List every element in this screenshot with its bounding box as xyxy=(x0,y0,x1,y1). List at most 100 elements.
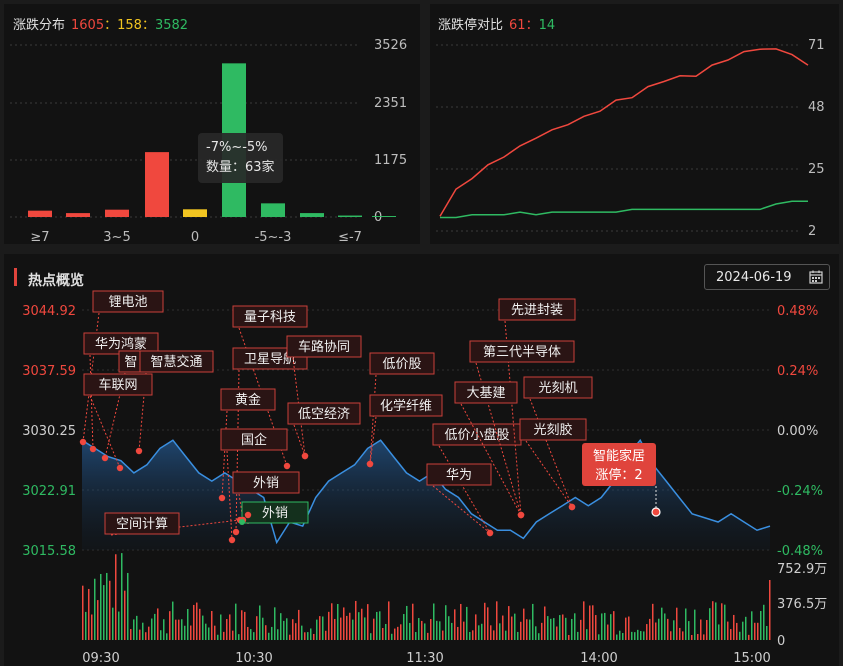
highlight-box xyxy=(582,443,656,486)
volume-bar xyxy=(598,634,600,640)
volume-bar xyxy=(538,633,540,640)
volume-bar xyxy=(526,619,528,640)
dist-ytick-label: 1175 xyxy=(374,153,407,168)
volume-bar xyxy=(307,632,309,640)
annotation-leader xyxy=(221,410,228,499)
volume-bar xyxy=(274,607,276,640)
volume-bar xyxy=(769,580,771,640)
volume-bar xyxy=(493,630,495,640)
volume-bar xyxy=(625,617,627,640)
volume-bar xyxy=(760,610,762,640)
volume-bar xyxy=(166,633,168,640)
volume-bar xyxy=(610,614,612,640)
volume-bar xyxy=(277,629,279,640)
volume-bar xyxy=(763,604,765,640)
date-picker[interactable]: 2024-06-19 xyxy=(704,264,830,290)
volume-bar xyxy=(742,621,744,640)
pct-tick-label: -0.24% xyxy=(777,484,823,499)
annotation-label: 智 xyxy=(124,355,137,370)
volume-bar xyxy=(562,614,564,640)
volume-bar xyxy=(295,623,297,640)
volume-bar xyxy=(292,619,294,640)
volume-bar xyxy=(97,600,99,640)
annotation-dot xyxy=(116,464,124,472)
annotation-box xyxy=(83,373,153,396)
hot-panel-title: 热点概览 xyxy=(28,273,84,289)
volume-bar xyxy=(655,622,657,640)
volume-bar xyxy=(550,618,552,640)
annotation-box xyxy=(220,428,288,451)
volume-bar xyxy=(103,585,105,640)
annotation-leader xyxy=(293,424,306,457)
annotation-box xyxy=(369,394,443,417)
volume-bar xyxy=(739,631,741,640)
volume-bar xyxy=(370,633,372,640)
dist-bar xyxy=(28,210,52,217)
ratio-series-line xyxy=(439,48,809,217)
volume-bar xyxy=(337,603,339,640)
volume-bar xyxy=(217,634,219,640)
volume-bar xyxy=(91,614,93,640)
volume-bar xyxy=(142,622,144,640)
volume-bar xyxy=(364,617,366,640)
annotation-dot xyxy=(218,494,226,502)
volume-tick-label: 376.5万 xyxy=(777,597,827,612)
volume-bar xyxy=(154,613,156,640)
volume-bar xyxy=(637,629,639,640)
volume-bar xyxy=(199,608,201,640)
volume-bar xyxy=(94,578,96,640)
volume-bar xyxy=(661,607,663,640)
volume-bar xyxy=(724,604,726,640)
ratio-ytick-label: 48 xyxy=(808,100,825,115)
volume-bar xyxy=(229,614,231,640)
volume-bar xyxy=(478,625,480,640)
volume-bar xyxy=(628,616,630,640)
dist-xtick-label: ≥7 xyxy=(30,230,49,244)
volume-bar xyxy=(382,627,384,640)
volume-bar xyxy=(484,602,486,640)
volume-bar xyxy=(523,608,525,640)
volume-bar xyxy=(520,621,522,640)
dist-bar xyxy=(300,213,324,217)
annotation-box xyxy=(220,388,276,411)
volume-bar xyxy=(169,611,171,640)
dist-ytick-label: 0 xyxy=(374,210,382,225)
volume-bar xyxy=(160,630,162,640)
volume-bar xyxy=(700,619,702,640)
annotation-leader xyxy=(235,369,240,533)
annotation-label: 低价小盘股 xyxy=(444,427,509,443)
volume-bar xyxy=(691,634,693,640)
pct-tick-label: 0.00% xyxy=(777,424,818,439)
volume-bar xyxy=(433,603,435,640)
volume-bar xyxy=(709,608,711,640)
volume-bar xyxy=(766,625,768,640)
volume-bar xyxy=(328,611,330,640)
volume-bar xyxy=(649,618,651,640)
dist-bar xyxy=(338,215,362,217)
volume-bar xyxy=(394,628,396,640)
dist-bar xyxy=(183,209,207,217)
volume-bar xyxy=(250,629,252,640)
volume-bar xyxy=(472,630,474,640)
price-tick-label: 3044.92 xyxy=(22,304,76,319)
time-tick-label: 14:00 xyxy=(580,651,617,666)
dist-chart: 3526 2351 1175 0 ≥7 3~5 0 -5~-3 ≤-7 xyxy=(10,38,407,244)
annotation-label: 先进封装 xyxy=(511,303,563,318)
volume-bar xyxy=(244,611,246,640)
volume-bar xyxy=(163,619,165,640)
annotation-leader xyxy=(529,398,573,508)
volume-bar xyxy=(358,612,360,640)
annotation-label: 外销 xyxy=(262,506,288,521)
volume-bar xyxy=(604,612,606,640)
annotation-dot xyxy=(101,454,109,462)
volume-bar xyxy=(409,622,411,640)
volume-bar xyxy=(541,622,543,640)
volume-bar xyxy=(334,618,336,640)
volume-bar xyxy=(643,631,645,640)
volume-bar xyxy=(568,634,570,640)
volume-bar xyxy=(481,623,483,640)
annotation-dot xyxy=(366,460,374,468)
volume-bar xyxy=(631,631,633,640)
volume-bar xyxy=(403,614,405,640)
